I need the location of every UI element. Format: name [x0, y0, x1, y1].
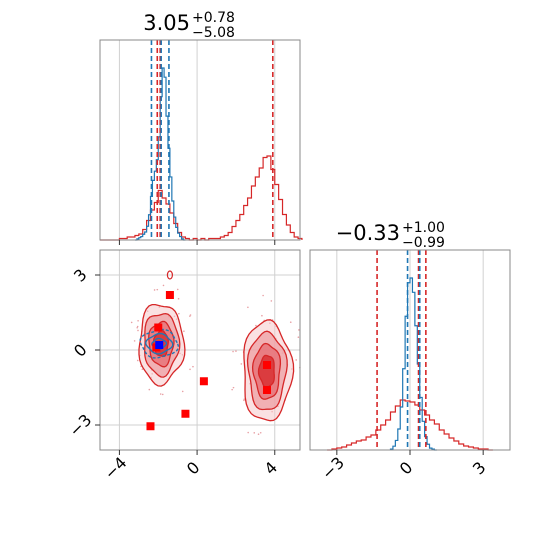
sample-point: [136, 325, 139, 328]
sample-point: [136, 359, 139, 362]
red-histogram-series: [100, 155, 303, 241]
y-tick-label: 0: [70, 340, 91, 361]
red-square-marker: [181, 409, 190, 418]
panel-title-upper-error: +0.78: [192, 10, 235, 26]
sample-point: [295, 359, 297, 361]
red-square-marker: [146, 422, 155, 431]
sample-point: [243, 399, 245, 402]
sample-point: [130, 321, 133, 324]
joint-panel: −4 0 4 −3 0 3: [65, 249, 301, 483]
red-square-marker: [154, 323, 163, 332]
red-histogram-series: [327, 399, 493, 451]
sample-point: [159, 393, 162, 395]
sample-point: [235, 350, 237, 352]
sample-point: [177, 297, 180, 300]
panel-title-upper-error: +1.00: [402, 220, 445, 236]
sample-point: [161, 393, 164, 396]
sample-point: [257, 433, 260, 435]
sample-point: [192, 365, 194, 368]
sample-point: [253, 432, 256, 434]
sample-point: [270, 300, 273, 302]
x-tick-label: −3: [318, 453, 348, 483]
red-contour-level: [166, 270, 174, 280]
panel-title-lower-error: −0.99: [402, 235, 445, 251]
param1-marginal-panel: 3.05 +0.78−5.08: [99, 10, 303, 245]
sample-point: [133, 340, 136, 342]
sample-point: [141, 368, 144, 371]
sample-point: [156, 288, 159, 291]
panel-frame: [99, 39, 301, 241]
sample-point: [262, 294, 264, 297]
sample-point: [181, 390, 184, 393]
x-tick-label: 0: [183, 458, 204, 479]
sample-point: [189, 314, 192, 316]
y-tick-label: −3: [65, 410, 95, 440]
sample-point: [259, 431, 262, 434]
panel-title-value: −0.33: [336, 221, 400, 245]
blue-contour-level: [145, 332, 174, 355]
x-tick-label: −4: [100, 453, 130, 483]
sample-point: [289, 321, 292, 324]
red-square-marker: [165, 291, 174, 299]
blue-histogram-series: [389, 277, 437, 451]
sample-point: [298, 329, 300, 331]
param2-marginal-panel: −0.33 +1.00−0.99 −3 0 3: [309, 220, 511, 483]
sample-point: [137, 319, 139, 322]
sample-point: [231, 388, 233, 391]
sample-point: [153, 289, 156, 291]
sample-point: [240, 363, 243, 365]
sample-point: [137, 329, 139, 332]
x-tick-label: 3: [469, 458, 490, 479]
sample-point: [247, 431, 249, 434]
panel-title-value: 3.05: [143, 11, 190, 35]
sample-point: [261, 314, 263, 317]
red-square-marker: [262, 361, 271, 369]
sample-point: [183, 330, 185, 332]
red-square-marker: [199, 377, 208, 386]
sample-point: [189, 368, 191, 371]
sample-point: [297, 336, 300, 339]
sample-point: [162, 284, 165, 287]
x-tick-label: 0: [396, 458, 417, 479]
blue-contour-level: [139, 328, 180, 359]
sample-point: [178, 312, 180, 315]
blue-square-marker: [155, 341, 164, 349]
sample-point: [232, 386, 235, 389]
sample-point: [148, 388, 151, 391]
y-tick-label: 3: [70, 265, 91, 286]
sample-point: [247, 306, 249, 309]
sample-point: [255, 324, 257, 327]
panel-title-lower-error: −5.08: [192, 25, 235, 41]
sample-point: [232, 350, 234, 353]
red-square-marker: [262, 386, 271, 394]
x-tick-label: 4: [261, 458, 282, 479]
sample-point: [176, 288, 179, 291]
